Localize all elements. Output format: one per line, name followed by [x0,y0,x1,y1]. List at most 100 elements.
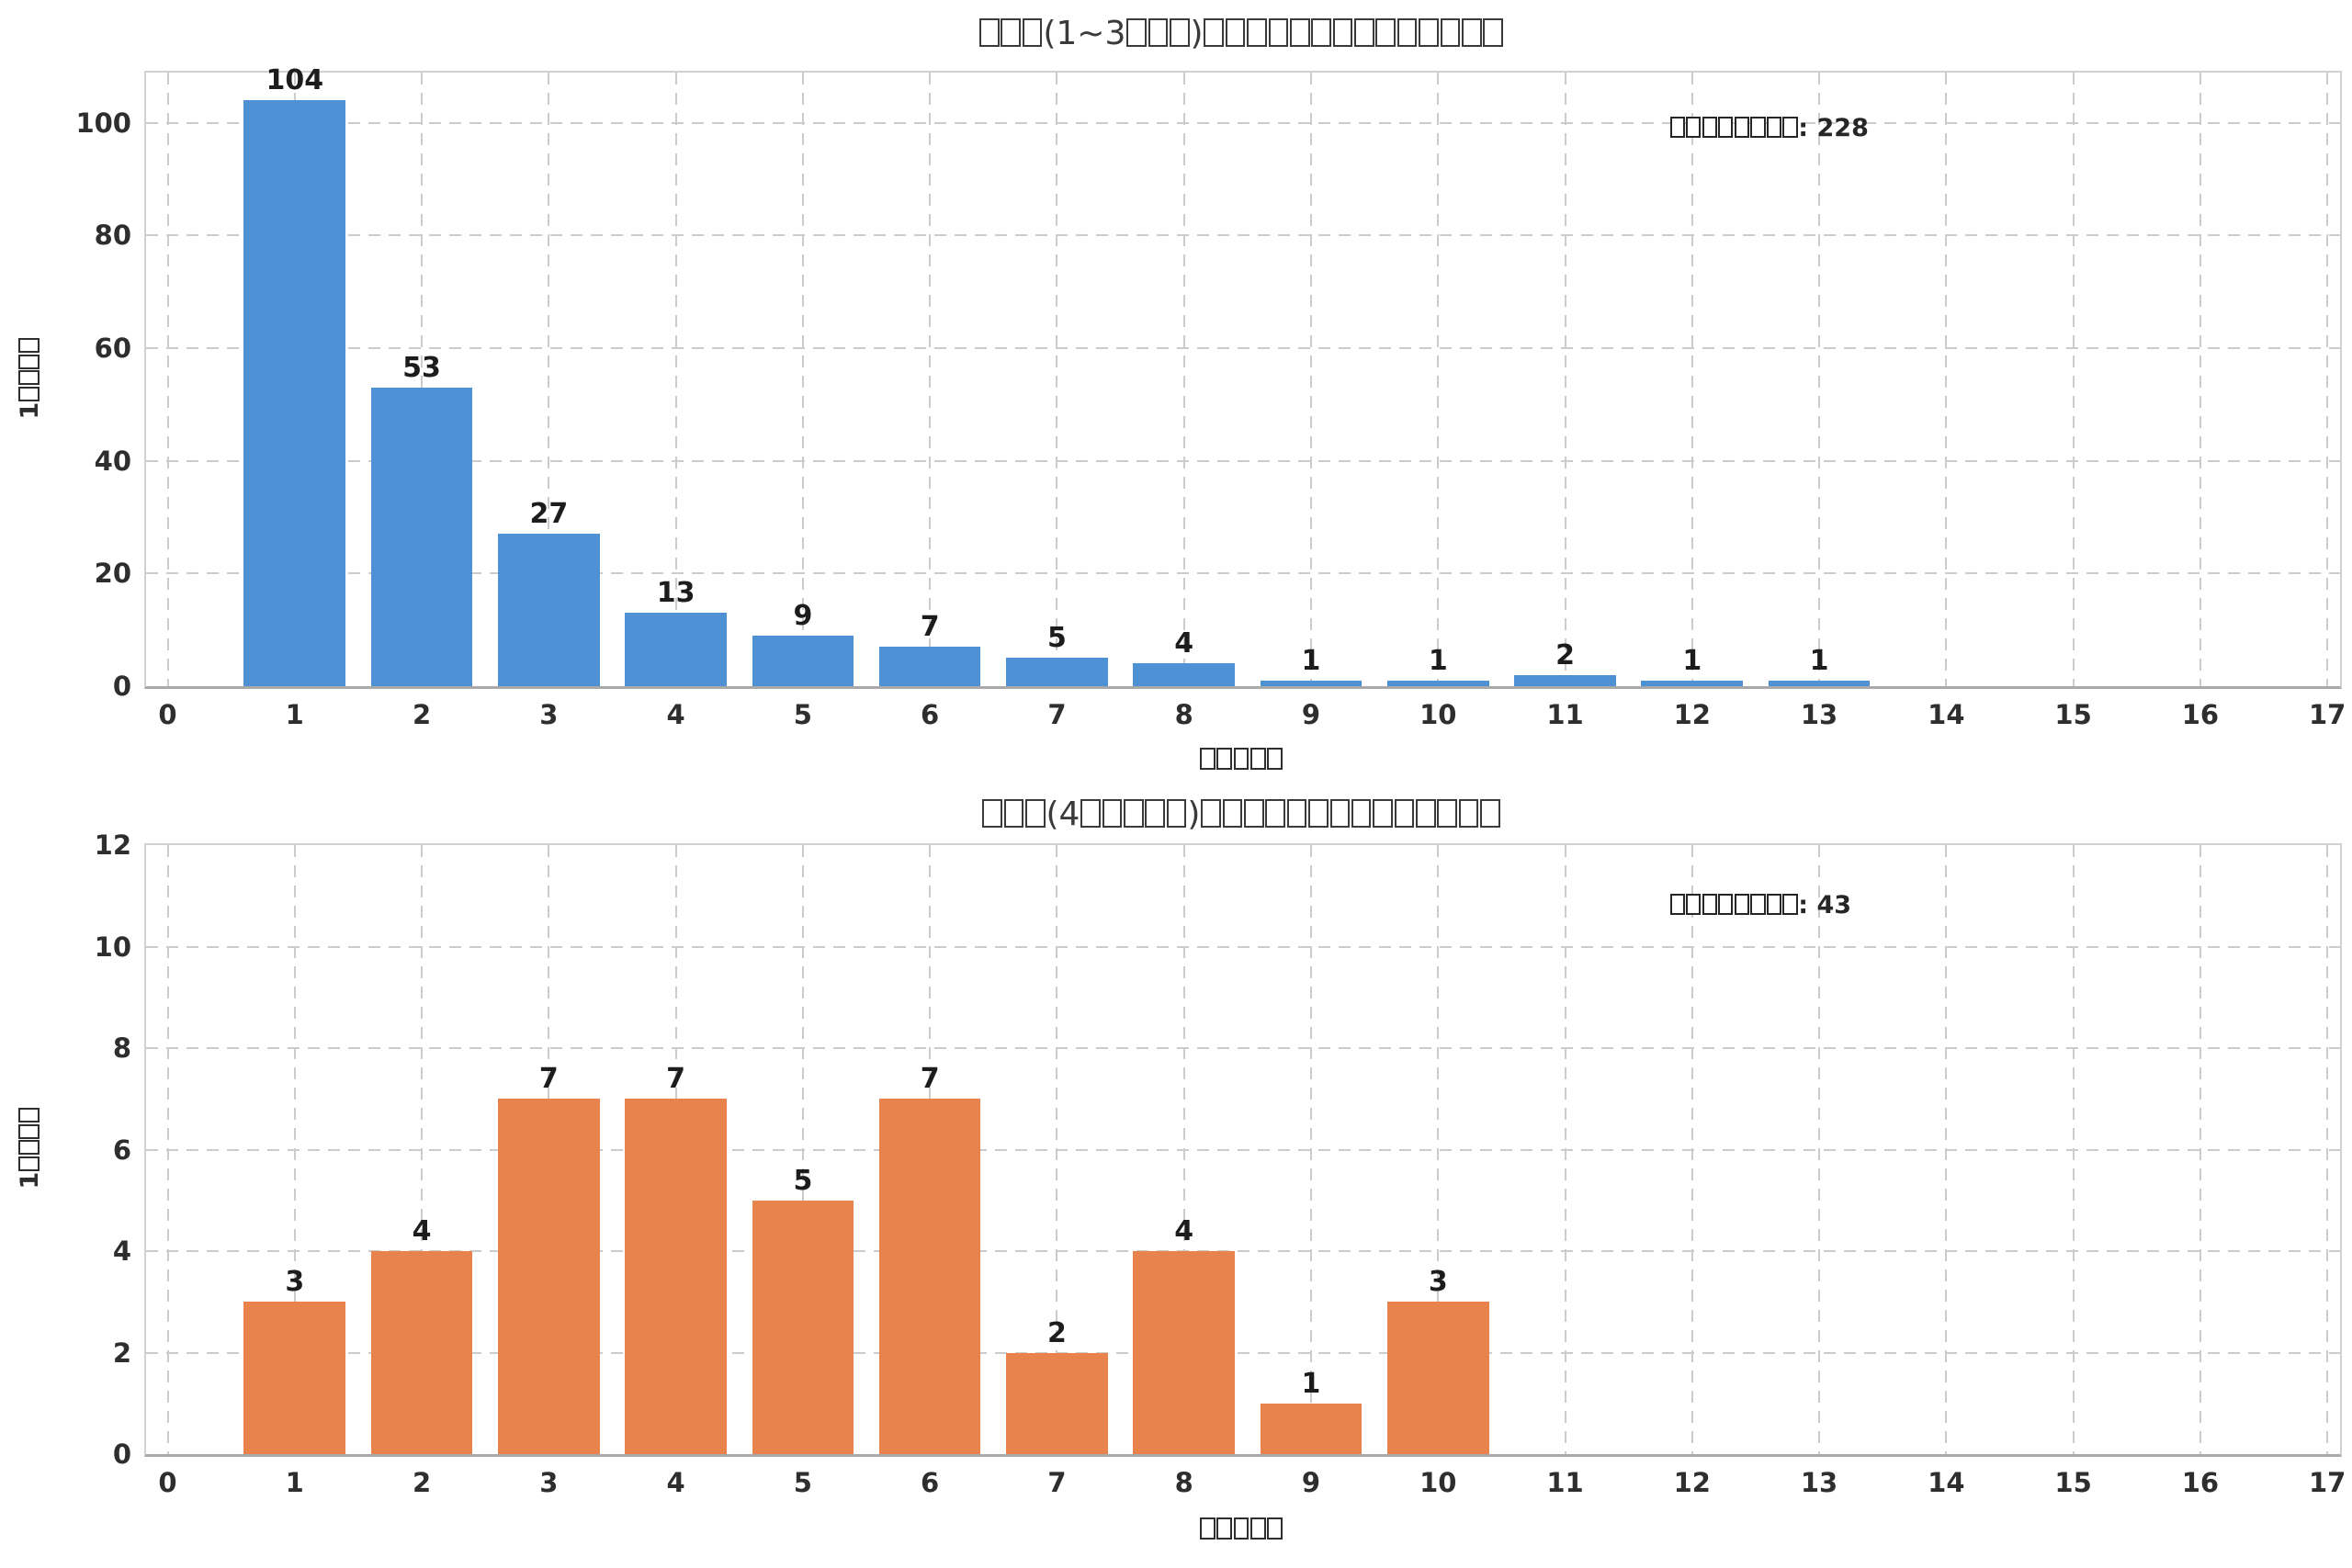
x-tick-label: 5 [793,699,812,730]
missing-glyph-box [1308,799,1329,828]
missing-glyph-box [1222,799,1243,828]
bar [625,613,727,686]
bar [752,635,854,686]
y-gridline [146,1047,2340,1049]
bar-value-label: 5 [793,1164,813,1197]
missing-glyph-box [1126,18,1147,47]
missing-glyph-box [1458,799,1479,828]
missing-glyph-box [1204,18,1225,47]
missing-glyph-box [18,354,40,369]
x-gridline [1945,73,1948,686]
bar-value-label: 104 [266,64,324,97]
x-tick-label: 2 [412,699,432,730]
y-gridline [146,346,2340,349]
missing-glyph-box [1025,799,1046,828]
x-tick-label: 11 [1546,1467,1584,1498]
y-tick-label: 8 [112,1032,131,1064]
bar [1260,1403,1363,1454]
bar-value-label: 4 [1174,627,1194,660]
missing-glyph-box [1782,894,1798,915]
missing-glyph-box [1233,1517,1250,1540]
x-tick-label: 15 [2054,699,2092,730]
missing-glyph-box [1734,894,1749,915]
x-tick-label: 12 [1673,699,1711,730]
bar [1641,680,1744,686]
bar [370,1251,473,1454]
x-tick-label: 11 [1546,699,1584,730]
chart-bottom-x-axis-label [144,1514,2338,1544]
bar-value-label: 5 [1046,622,1067,655]
x-gridline [2199,73,2201,686]
missing-glyph-box [1396,18,1418,47]
bar-value-label: 53 [402,351,441,384]
bar [1768,680,1871,686]
missing-glyph-box [1419,18,1439,47]
y-tick-label: 10 [94,931,131,963]
x-tick-label: 17 [2308,699,2346,730]
missing-glyph-box [1461,18,1482,47]
missing-glyph-box [1166,799,1187,828]
missing-glyph-box [1225,18,1246,47]
missing-glyph-box [1216,1517,1233,1540]
bar-value-label: 2 [1046,1316,1067,1349]
missing-glyph-box [1268,18,1289,47]
missing-glyph-box [1437,799,1457,828]
x-tick-label: 12 [1673,1467,1711,1498]
x-tick-label: 16 [2181,699,2220,730]
y-gridline [146,121,2340,124]
x-gridline [1818,73,1821,686]
x-tick-label: 3 [539,699,559,730]
x-tick-label: 17 [2308,1467,2346,1498]
x-gridline [929,73,932,686]
chart-bottom-title: (4) [144,795,2338,833]
x-tick-label: 13 [1800,1467,1838,1498]
missing-glyph-box [1001,18,1022,47]
bar [498,1099,600,1454]
x-tick-label: 4 [666,1467,685,1498]
bar [1260,680,1363,686]
y-gridline [146,459,2340,462]
x-tick-label: 0 [158,699,177,730]
x-tick-label: 6 [921,699,940,730]
missing-glyph-box [1080,799,1101,828]
bar-value-label: 1 [1301,1367,1321,1400]
y-tick-label: 60 [94,332,131,364]
missing-glyph-box [979,18,1000,47]
missing-glyph-box [18,1140,40,1156]
missing-glyph-box [1332,18,1353,47]
x-tick-label: 6 [921,1467,940,1498]
missing-glyph-box [1170,18,1190,47]
missing-glyph-box [1286,799,1307,828]
chart-bottom-total-annotation: : 43 [1669,891,1851,919]
bar [1133,1251,1235,1454]
bar-value-label: 3 [285,1266,305,1299]
bar [752,1200,854,1454]
bar-value-label: 1 [1301,644,1321,677]
missing-glyph-box [18,1156,40,1171]
x-tick-label: 8 [1174,1467,1193,1498]
missing-glyph-box [1686,117,1702,138]
x-gridline [548,73,550,686]
missing-glyph-box [1233,748,1250,770]
missing-glyph-box [1750,894,1766,915]
x-tick-label: 16 [2181,1467,2220,1498]
y-tick-label: 100 [75,107,131,139]
missing-glyph-box [1244,799,1264,828]
missing-glyph-box [1201,799,1221,828]
y-gridline [146,234,2340,237]
missing-glyph-box [982,799,1002,828]
bar [1386,680,1489,686]
bar [1514,674,1616,686]
bar-value-label: 7 [666,1063,686,1096]
chart-top-total-annotation: : 228 [1669,114,1869,142]
bar [1133,663,1235,686]
missing-glyph-box [1702,894,1717,915]
x-tick-label: 14 [1928,1467,1965,1498]
bar-value-label: 7 [920,611,940,644]
bar [1386,1302,1489,1454]
x-gridline [2326,73,2329,686]
x-tick-label: 1 [285,1467,304,1498]
missing-glyph-box [1145,799,1166,828]
missing-glyph-box [1250,748,1266,770]
y-gridline [146,1250,2340,1252]
